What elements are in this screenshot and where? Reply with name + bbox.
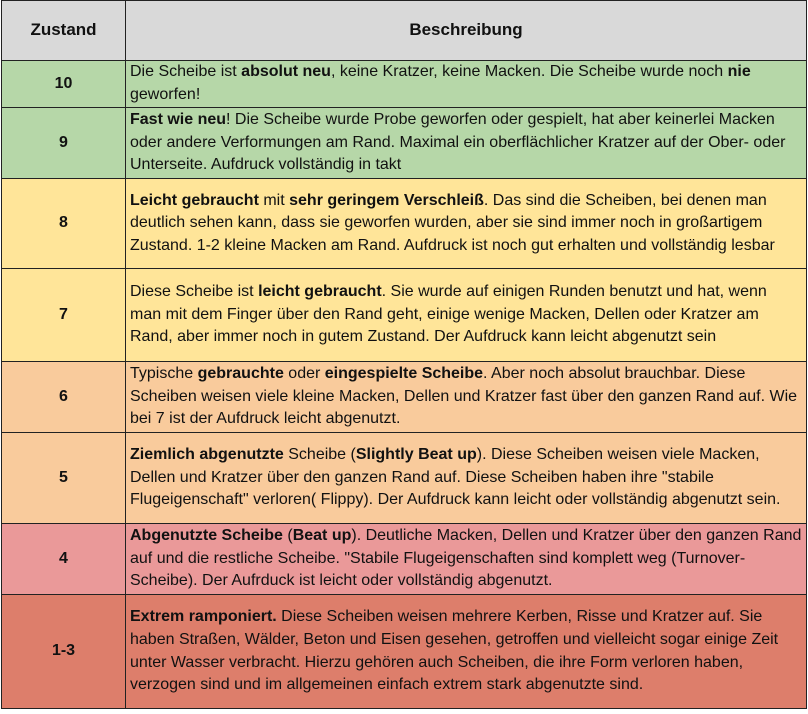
bold-text: gebrauchte [197, 365, 284, 383]
condition-description: Leicht gebraucht mit sehr geringem Versc… [125, 178, 807, 269]
condition-description: Ziemlich abgenutzte Scheibe (Slightly Be… [125, 432, 807, 524]
text: . Das sind die Scheiben, bei denen man d… [130, 191, 775, 254]
table-row: 5 Ziemlich abgenutzte Scheibe (Slightly B… [1, 432, 807, 524]
text: ). Deutliche Macken, Dellen und Kratzer … [130, 527, 802, 590]
bold-text: Ziemlich abgenutzte [130, 446, 284, 464]
text: mit [258, 191, 290, 209]
condition-grade: 5 [1, 432, 126, 524]
bold-text: nie [727, 63, 751, 81]
text: . Aber noch absolut brauchbar. Diese Sch… [130, 365, 798, 428]
text: . Sie wurde auf einigen Runden benutzt u… [130, 283, 767, 346]
condition-grade: 7 [1, 268, 126, 362]
condition-grade: 9 [1, 107, 126, 179]
table-row: 4 Abgenutzte Scheibe (Beat up). Deutliche… [1, 523, 807, 595]
header-row: Zustand Beschreibung [1, 0, 807, 61]
text: Typische [130, 365, 198, 383]
header-beschreibung: Beschreibung [125, 0, 807, 61]
text: geworfen! [130, 86, 201, 103]
text: , keine Kratzer, keine Macken. Die Schei… [330, 63, 728, 81]
bold-text: eingespielte Scheibe [324, 365, 484, 383]
text: ( [282, 527, 293, 545]
condition-description: Typische gebrauchte oder eingespielte Sc… [125, 361, 807, 433]
condition-description: Diese Scheibe ist leicht gebraucht. Sie … [125, 268, 807, 362]
table-row: 8 Leicht gebraucht mit sehr geringem Vers… [1, 178, 807, 269]
condition-description: Abgenutzte Scheibe (Beat up). Deutliche … [125, 523, 807, 595]
condition-description: Extrem ramponiert. Diese Scheiben weisen… [125, 594, 807, 709]
condition-description: Die Scheibe ist absolut neu, keine Kratz… [125, 60, 807, 108]
text: ! Die Scheibe wurde Probe geworfen oder … [130, 111, 786, 174]
text: oder [283, 365, 325, 383]
table-row: 1-3 Extrem ramponiert. Diese Scheiben wei… [1, 594, 807, 709]
text: Diese Scheiben weisen mehrere Kerben, Ri… [130, 608, 779, 694]
condition-grade: 10 [1, 60, 126, 108]
condition-grade: 4 [1, 523, 126, 595]
header-zustand: Zustand [1, 0, 126, 61]
bold-text: Leicht gebraucht [130, 191, 259, 209]
bold-text: Extrem ramponiert. [130, 608, 277, 626]
bold-text: absolut neu [241, 63, 331, 81]
condition-description: Fast wie neu! Die Scheibe wurde Probe ge… [125, 107, 807, 179]
condition-grade: 8 [1, 178, 126, 269]
bold-text: sehr geringem Verschleiß [289, 191, 484, 209]
text: ). Diese Scheiben weisen viele Macken, D… [130, 446, 781, 509]
text: Diese Scheibe ist [130, 283, 259, 301]
table-row: 10 Die Scheibe ist absolut neu, keine Kra… [1, 60, 807, 108]
bold-text: Abgenutzte Scheibe [130, 527, 283, 545]
bold-text: leicht gebraucht [258, 283, 382, 301]
text: Scheibe ( [283, 446, 356, 464]
text: Die Scheibe ist [130, 63, 242, 81]
bold-text: Fast wie neu [130, 111, 227, 129]
table-row: 7 Diese Scheibe ist leicht gebraucht. Sie… [1, 268, 807, 362]
bold-text: Slightly Beat up [355, 446, 477, 464]
condition-grade: 1-3 [1, 594, 126, 709]
table-row: 9 Fast wie neu! Die Scheibe wurde Probe g… [1, 107, 807, 179]
table-row: 6 Typische gebrauchte oder eingespielte S… [1, 361, 807, 433]
condition-grade: 6 [1, 361, 126, 433]
bold-text: Beat up [292, 527, 352, 545]
